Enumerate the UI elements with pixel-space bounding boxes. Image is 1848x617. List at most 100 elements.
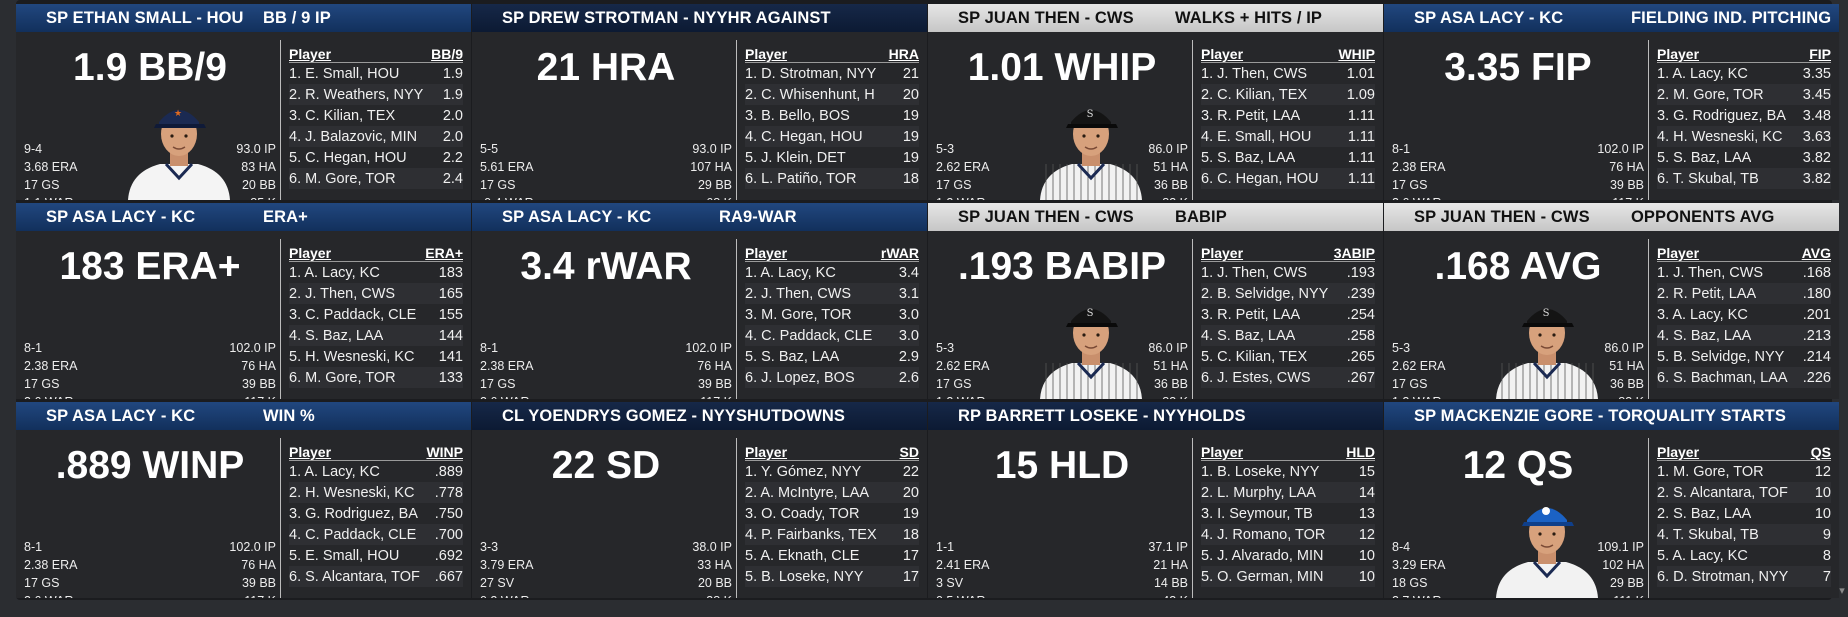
leaderboard-player-header[interactable]: Player: [1201, 245, 1244, 261]
leader-row[interactable]: 2. S. Baz, LAA 10: [1657, 503, 1831, 524]
leader-row[interactable]: 4. S. Baz, LAA .213: [1657, 325, 1831, 346]
stat-leader-card[interactable]: SP MACKENZIE GORE - TOR QUALITY STARTS 1…: [1384, 402, 1839, 598]
leader-row[interactable]: 3. G. Rodriguez, BA .750: [289, 503, 463, 524]
leader-row[interactable]: 6. J. Estes, CWS .267: [1201, 367, 1375, 388]
card-player-name[interactable]: SP JUAN THEN - CWS: [1414, 207, 1590, 226]
leader-row[interactable]: 5. B. Loseke, NYY 17: [745, 566, 919, 587]
leader-row[interactable]: 5. B. Selvidge, NYY .214: [1657, 346, 1831, 367]
leaderboard-player-header[interactable]: Player: [289, 46, 332, 62]
leaderboard-stat-header[interactable]: ERA+: [425, 245, 463, 261]
leader-row[interactable]: 1. J. Then, CWS 1.01: [1201, 63, 1375, 84]
leader-row[interactable]: 3. C. Kilian, TEX 2.0: [289, 105, 463, 126]
leaderboard-stat-header[interactable]: SD: [899, 444, 919, 460]
leader-row[interactable]: 4. E. Small, HOU 1.11: [1201, 126, 1375, 147]
leader-row[interactable]: 3. A. Lacy, KC .201: [1657, 304, 1831, 325]
stat-leader-card[interactable]: RP BARRETT LOSEKE - NYY HOLDS 15 HLD 1-1…: [928, 402, 1383, 598]
leader-row[interactable]: 4. T. Skubal, TB 9: [1657, 524, 1831, 545]
leader-row[interactable]: 1. A. Lacy, KC .889: [289, 461, 463, 482]
leader-row[interactable]: 6. J. Lopez, BOS 2.6: [745, 367, 919, 388]
leader-row[interactable]: 5. H. Wesneski, KC 141: [289, 346, 463, 367]
leader-row[interactable]: 2. C. Whisenhunt, H 20: [745, 84, 919, 105]
leaderboard-player-header[interactable]: Player: [289, 444, 332, 460]
leaderboard-stat-header[interactable]: WINP: [426, 444, 463, 460]
leaderboard-stat-header[interactable]: AVG: [1801, 245, 1831, 261]
leader-row[interactable]: 6. C. Hegan, HOU 1.11: [1201, 168, 1375, 189]
leader-row[interactable]: 3. G. Rodriguez, BA 3.48: [1657, 105, 1831, 126]
leader-row[interactable]: 5. S. Baz, LAA 3.82: [1657, 147, 1831, 168]
leaderboard-player-header[interactable]: Player: [1657, 245, 1700, 261]
leader-row[interactable]: 2. J. Then, CWS 3.1: [745, 283, 919, 304]
leader-row[interactable]: 2. S. Alcantara, TOF 10: [1657, 482, 1831, 503]
card-player-name[interactable]: SP ETHAN SMALL - HOU: [46, 8, 244, 27]
leaderboard-stat-header[interactable]: WHIP: [1338, 46, 1375, 62]
leader-row[interactable]: 3. R. Petit, LAA 1.11: [1201, 105, 1375, 126]
leader-row[interactable]: 2. C. Kilian, TEX 1.09: [1201, 84, 1375, 105]
leader-row[interactable]: 1. A. Lacy, KC 183: [289, 262, 463, 283]
leaderboard-stat-header[interactable]: rWAR: [880, 245, 919, 261]
leader-row[interactable]: 2. R. Weathers, NYY 1.9: [289, 84, 463, 105]
card-player-name[interactable]: SP JUAN THEN - CWS: [958, 8, 1134, 27]
leader-row[interactable]: 4. J. Balazovic, MIN 2.0: [289, 126, 463, 147]
leader-row[interactable]: 4. S. Baz, LAA .258: [1201, 325, 1375, 346]
leader-row[interactable]: 1. J. Then, CWS .193: [1201, 262, 1375, 283]
leaderboard-stat-header[interactable]: FIP: [1809, 46, 1831, 62]
leader-row[interactable]: 4. C. Paddack, CLE .700: [289, 524, 463, 545]
leaderboard-player-header[interactable]: Player: [745, 444, 788, 460]
stat-leader-card[interactable]: SP JUAN THEN - CWS BABIP .193 BABIP 5-3 …: [928, 203, 1383, 399]
leaderboard-player-header[interactable]: Player: [745, 46, 788, 62]
leaderboard-stat-header[interactable]: QS: [1810, 444, 1831, 460]
leader-row[interactable]: 3. R. Petit, LAA .254: [1201, 304, 1375, 325]
leader-row[interactable]: 4. P. Fairbanks, TEX 18: [745, 524, 919, 545]
card-player-name[interactable]: RP BARRETT LOSEKE - NYY: [958, 406, 1188, 425]
leader-row[interactable]: 1. A. Lacy, KC 3.35: [1657, 63, 1831, 84]
leader-row[interactable]: 6. T. Skubal, TB 3.82: [1657, 168, 1831, 189]
leader-row[interactable]: 1. E. Small, HOU 1.9: [289, 63, 463, 84]
stat-leader-card[interactable]: SP ASA LACY - KC ERA+ 183 ERA+ 8-1 102.0…: [16, 203, 471, 399]
leader-row[interactable]: 4. C. Paddack, CLE 3.0: [745, 325, 919, 346]
leader-row[interactable]: 2. B. Selvidge, NYY .239: [1201, 283, 1375, 304]
vertical-scrollbar[interactable]: [1836, 0, 1848, 600]
leaderboard-player-header[interactable]: Player: [745, 245, 788, 261]
leader-row[interactable]: 1. Y. Gómez, NYY 22: [745, 461, 919, 482]
leader-row[interactable]: 4. C. Hegan, HOU 19: [745, 126, 919, 147]
leader-row[interactable]: 6. L. Patiño, TOR 18: [745, 168, 919, 189]
card-player-name[interactable]: CL YOENDRYS GOMEZ - NYY: [502, 406, 736, 425]
leader-row[interactable]: 2. L. Murphy, LAA 14: [1201, 482, 1375, 503]
leader-row[interactable]: 1. M. Gore, TOR 12: [1657, 461, 1831, 482]
leaderboard-stat-header[interactable]: BB/9: [431, 46, 463, 62]
leader-row[interactable]: 5. O. German, MIN 10: [1201, 566, 1375, 587]
card-player-name[interactable]: SP ASA LACY - KC: [1414, 8, 1564, 27]
leader-row[interactable]: 2. H. Wesneski, KC .778: [289, 482, 463, 503]
leaderboard-player-header[interactable]: Player: [289, 245, 332, 261]
card-player-name[interactable]: SP DREW STROTMAN - NYY: [502, 8, 728, 27]
card-player-name[interactable]: SP ASA LACY - KC: [46, 406, 196, 425]
leader-row[interactable]: 2. A. McIntyre, LAA 20: [745, 482, 919, 503]
leader-row[interactable]: 5. C. Kilian, TEX .265: [1201, 346, 1375, 367]
leader-row[interactable]: 5. S. Baz, LAA 1.11: [1201, 147, 1375, 168]
leader-row[interactable]: 2. R. Petit, LAA .180: [1657, 283, 1831, 304]
leaderboard-player-header[interactable]: Player: [1201, 46, 1244, 62]
leader-row[interactable]: 6. M. Gore, TOR 2.4: [289, 168, 463, 189]
card-player-name[interactable]: SP JUAN THEN - CWS: [958, 207, 1134, 226]
leader-row[interactable]: 4. J. Romano, TOR 12: [1201, 524, 1375, 545]
leader-row[interactable]: 3. O. Coady, TOR 19: [745, 503, 919, 524]
leader-row[interactable]: 2. J. Then, CWS 165: [289, 283, 463, 304]
stat-leader-card[interactable]: CL YOENDRYS GOMEZ - NYY SHUTDOWNS 22 SD …: [472, 402, 927, 598]
leader-row[interactable]: 1. B. Loseke, NYY 15: [1201, 461, 1375, 482]
stat-leader-card[interactable]: SP ETHAN SMALL - HOU BB / 9 IP 1.9 BB/9 …: [16, 4, 471, 200]
leader-row[interactable]: 1. D. Strotman, NYY 21: [745, 63, 919, 84]
leaderboard-stat-header[interactable]: 3ABIP: [1333, 245, 1375, 261]
stat-leader-card[interactable]: SP DREW STROTMAN - NYY HR AGAINST 21 HRA…: [472, 4, 927, 200]
leaderboard-stat-header[interactable]: HLD: [1346, 444, 1375, 460]
leader-row[interactable]: 6. S. Bachman, LAA .226: [1657, 367, 1831, 388]
stat-leader-card[interactable]: SP ASA LACY - KC FIELDING IND. PITCHING …: [1384, 4, 1839, 200]
card-player-name[interactable]: SP ASA LACY - KC: [502, 207, 652, 226]
leader-row[interactable]: 6. D. Strotman, NYY 7: [1657, 566, 1831, 587]
scroll-down-arrow-icon[interactable]: ▾: [1839, 585, 1845, 597]
leader-row[interactable]: 5. C. Hegan, HOU 2.2: [289, 147, 463, 168]
leader-row[interactable]: 3. C. Paddack, CLE 155: [289, 304, 463, 325]
stat-leader-card[interactable]: SP ASA LACY - KC RA9-WAR 3.4 rWAR 8-1 10…: [472, 203, 927, 399]
stat-leader-card[interactable]: SP ASA LACY - KC WIN % .889 WINP 8-1 102…: [16, 402, 471, 598]
leaderboard-stat-header[interactable]: HRA: [888, 46, 919, 62]
leaderboard-player-header[interactable]: Player: [1201, 444, 1244, 460]
